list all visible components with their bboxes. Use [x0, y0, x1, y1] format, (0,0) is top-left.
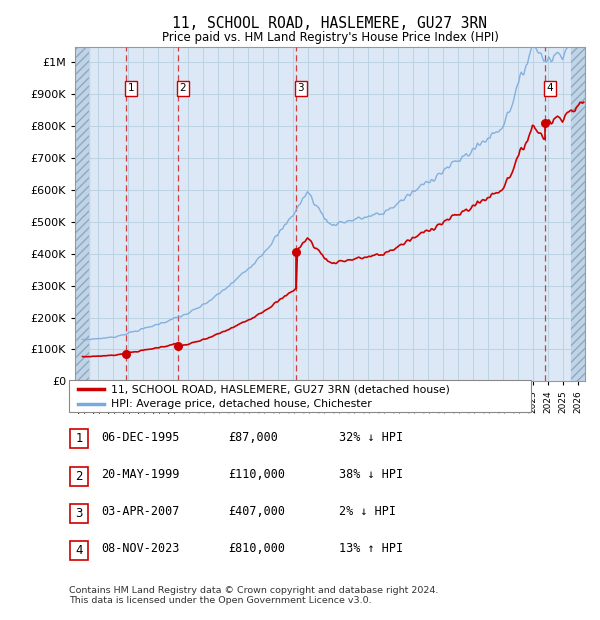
Text: 1: 1 [76, 433, 83, 445]
Text: 3: 3 [76, 507, 83, 520]
Text: 38% ↓ HPI: 38% ↓ HPI [339, 468, 403, 481]
Text: 1: 1 [127, 83, 134, 94]
Text: 4: 4 [76, 544, 83, 557]
Text: HPI: Average price, detached house, Chichester: HPI: Average price, detached house, Chic… [110, 399, 371, 409]
Text: 2: 2 [76, 470, 83, 482]
Text: 11, SCHOOL ROAD, HASLEMERE, GU27 3RN (detached house): 11, SCHOOL ROAD, HASLEMERE, GU27 3RN (de… [110, 384, 449, 394]
Bar [75, 13, 89, 381]
Text: £110,000: £110,000 [228, 468, 285, 481]
Text: 2% ↓ HPI: 2% ↓ HPI [339, 505, 396, 518]
Text: 20-MAY-1999: 20-MAY-1999 [101, 468, 179, 481]
Text: £87,000: £87,000 [228, 431, 278, 443]
Text: £407,000: £407,000 [228, 505, 285, 518]
Text: 08-NOV-2023: 08-NOV-2023 [101, 542, 179, 555]
Text: 06-DEC-1995: 06-DEC-1995 [101, 431, 179, 443]
Bar [571, 13, 585, 381]
Text: 11, SCHOOL ROAD, HASLEMERE, GU27 3RN: 11, SCHOOL ROAD, HASLEMERE, GU27 3RN [173, 16, 487, 30]
Bar [571, 46, 585, 381]
Text: Contains HM Land Registry data © Crown copyright and database right 2024.
This d: Contains HM Land Registry data © Crown c… [69, 586, 439, 605]
Text: 3: 3 [298, 83, 304, 94]
Text: 4: 4 [547, 83, 553, 94]
Text: £810,000: £810,000 [228, 542, 285, 555]
Text: 2: 2 [179, 83, 186, 94]
Text: 32% ↓ HPI: 32% ↓ HPI [339, 431, 403, 443]
Text: 13% ↑ HPI: 13% ↑ HPI [339, 542, 403, 555]
Bar [75, 46, 89, 381]
Text: Price paid vs. HM Land Registry's House Price Index (HPI): Price paid vs. HM Land Registry's House … [161, 31, 499, 44]
Text: 03-APR-2007: 03-APR-2007 [101, 505, 179, 518]
